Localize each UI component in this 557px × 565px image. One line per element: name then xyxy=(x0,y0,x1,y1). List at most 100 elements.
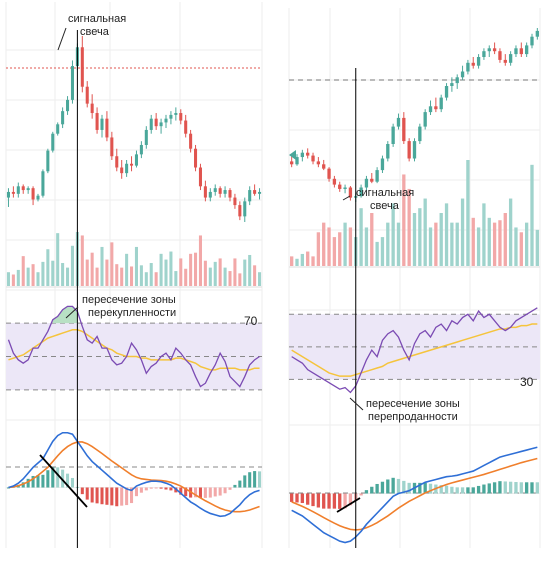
right-macd-histogram-bar xyxy=(364,490,369,494)
right-candle-body xyxy=(386,144,390,159)
right-candle-body xyxy=(524,45,529,55)
left-macd-histogram-bar xyxy=(218,487,222,496)
left-candle-body xyxy=(36,195,40,200)
left-macd-histogram-bar xyxy=(139,487,143,493)
left-volume-bar xyxy=(105,259,109,286)
right-volume-bar xyxy=(332,237,337,266)
left-rsi-cross-label-1: пересечение зоны xyxy=(82,294,176,306)
left-volume-bar xyxy=(223,267,227,286)
right-volume-bar xyxy=(482,203,486,266)
right-macd-trend-line xyxy=(336,497,361,513)
right-rsi-cross-label-1: пересечение зоны xyxy=(366,398,460,410)
right-volume-bar xyxy=(514,227,518,266)
left-macd-histogram-bar xyxy=(66,473,70,488)
left-macd-histogram-bar xyxy=(21,482,25,488)
left-volume-bar xyxy=(213,261,217,286)
left-macd-histogram-bar xyxy=(233,484,237,488)
right-candle-body xyxy=(428,106,433,113)
right-candle-body xyxy=(487,48,491,52)
right-macd-histogram-bar xyxy=(535,482,539,494)
right-macd-histogram-bar xyxy=(380,481,385,494)
left-candle-body xyxy=(164,118,168,123)
right-volume-bar xyxy=(327,227,331,266)
right-macd-histogram-bar xyxy=(332,493,337,509)
left-candle-body xyxy=(253,190,257,194)
left-volume-bar xyxy=(243,259,247,286)
left-macd-histogram-bar xyxy=(70,477,74,488)
right-volume-bar xyxy=(407,188,411,266)
left-macd-histogram-bar xyxy=(208,487,212,498)
left-macd-trend-line xyxy=(39,454,88,508)
left-macd-histogram-bar xyxy=(110,487,114,506)
left-candle-body xyxy=(248,190,252,202)
left-chart-panel xyxy=(5,2,263,548)
left-macd-histogram-bar xyxy=(179,487,183,495)
left-candle-body xyxy=(238,205,242,217)
right-candle-body xyxy=(450,83,454,86)
left-volume-bar xyxy=(194,252,198,286)
left-volume-bar xyxy=(80,235,84,286)
right-volume-bar xyxy=(498,220,502,266)
left-rsi-ma-line xyxy=(8,329,260,371)
left-macd-histogram-bar xyxy=(61,469,65,488)
right-macd-histogram-bar xyxy=(487,483,491,494)
right-signal-candle-label-1: сигнальная xyxy=(356,187,414,199)
left-volume-bar xyxy=(144,272,148,286)
right-volume-bar xyxy=(466,160,470,266)
left-macd-line xyxy=(8,431,260,518)
right-candle-body xyxy=(476,57,481,66)
right-volume-bar xyxy=(434,222,438,266)
left-volume-bar xyxy=(228,271,232,286)
left-candle-body xyxy=(110,137,114,157)
right-volume-bar xyxy=(535,229,539,266)
right-volume-bar xyxy=(311,256,315,266)
right-candle-body xyxy=(311,155,315,162)
right-candle-body xyxy=(359,187,363,197)
right-macd-histogram-bar xyxy=(338,493,342,509)
right-macd-histogram-bar xyxy=(402,480,406,494)
left-macd-histogram-bar xyxy=(134,487,138,497)
right-annotation-pointer-1 xyxy=(349,397,364,411)
right-macd-histogram-bar xyxy=(455,487,459,494)
left-candle-body xyxy=(228,190,232,198)
right-volume-bar xyxy=(524,222,529,266)
left-candle-body xyxy=(105,118,109,138)
right-candle-body xyxy=(306,152,310,156)
right-volume-bar xyxy=(439,213,443,266)
left-macd-histogram-bar xyxy=(120,487,124,506)
right-volume-bar xyxy=(386,222,390,266)
right-chart-panel xyxy=(288,8,541,548)
right-macd-line xyxy=(291,446,538,544)
right-candle-body xyxy=(322,164,326,169)
right-candle-body xyxy=(295,157,299,165)
right-volume-bar xyxy=(364,227,369,266)
right-macd-histogram-bar xyxy=(471,487,475,494)
right-macd-histogram-bar xyxy=(492,482,497,494)
left-candle-body xyxy=(6,191,10,198)
left-candle-body xyxy=(66,99,70,112)
left-candle-body xyxy=(31,188,35,200)
left-volume-bar xyxy=(26,267,30,286)
left-volume-bar xyxy=(238,273,242,286)
left-candle-body xyxy=(159,122,163,127)
right-macd-histogram-bar xyxy=(498,481,502,494)
right-volume-bar xyxy=(348,227,353,266)
right-candle-body xyxy=(492,48,497,52)
left-candle-body xyxy=(41,171,45,196)
left-volume-bar xyxy=(16,269,20,286)
right-rsi-arrow xyxy=(289,150,296,160)
right-signal-candle-label-2: свеча xyxy=(370,200,400,212)
left-macd-histogram-bar xyxy=(56,467,60,488)
left-volume-bar xyxy=(61,263,65,286)
right-annotation-pointer-0 xyxy=(342,195,351,201)
left-candle-body xyxy=(70,66,74,100)
left-volume-bar xyxy=(189,253,193,286)
right-candle-body xyxy=(364,178,369,188)
left-volume-bar xyxy=(110,242,114,286)
right-volume-bar xyxy=(519,232,523,266)
right-macd-histogram-bar xyxy=(514,482,518,494)
right-volume-bar xyxy=(338,232,342,266)
left-macd-histogram-bar xyxy=(6,487,10,489)
right-candle-body xyxy=(327,168,331,179)
right-volume-bar xyxy=(487,217,491,266)
